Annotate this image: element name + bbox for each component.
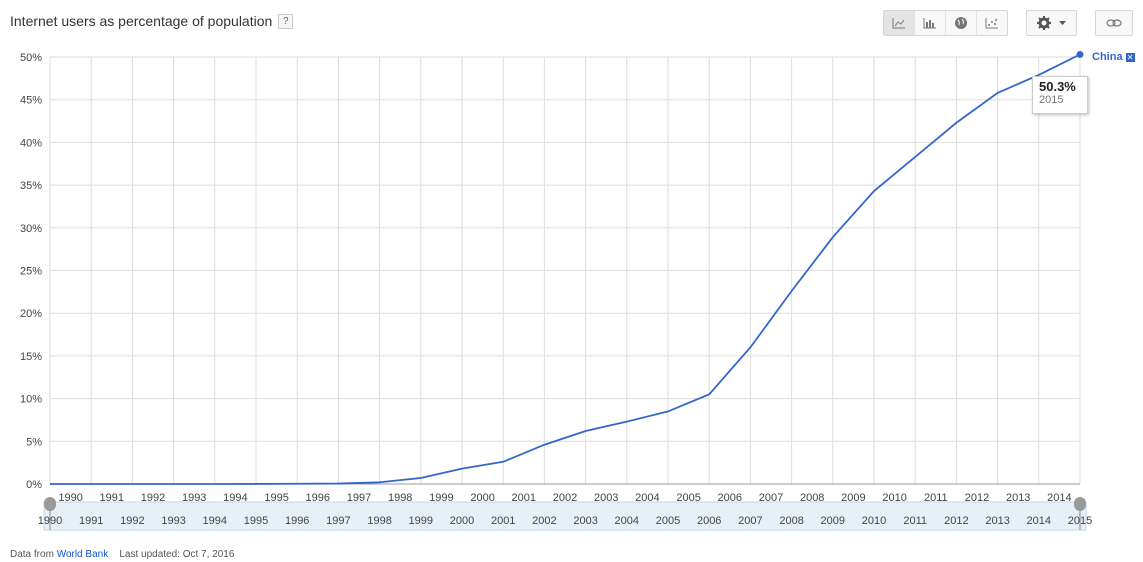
slider-tick-label: 2011: [903, 515, 927, 527]
tooltip-value: 50.3%: [1039, 79, 1076, 94]
slider-tick-label: 2005: [656, 515, 680, 527]
x-tick-label: 1995: [264, 492, 288, 504]
x-tick-label: 1992: [141, 492, 165, 504]
line-chart-button[interactable]: [884, 11, 915, 35]
scatter-chart-button[interactable]: [977, 11, 1007, 35]
y-tick-label: 5%: [26, 436, 42, 448]
slider-tick-label: 1991: [79, 515, 103, 527]
footer-prefix: Data from: [10, 549, 54, 560]
x-tick-label: 1994: [223, 492, 247, 504]
last-updated: Last updated: Oct 7, 2016: [119, 549, 235, 560]
x-tick-label: 2000: [470, 492, 494, 504]
x-tick-label: 1991: [100, 492, 124, 504]
slider-tick-label: 1997: [326, 515, 350, 527]
y-tick-label: 40%: [20, 137, 42, 149]
x-tick-label: 2005: [676, 492, 700, 504]
series-label: China ✕: [1092, 51, 1135, 63]
slider-tick-label: 2000: [450, 515, 474, 527]
slider-tick-label: 2008: [779, 515, 803, 527]
source-link[interactable]: World Bank: [56, 549, 109, 560]
line-chart-icon: [892, 18, 905, 29]
x-tick-label: 2002: [553, 492, 577, 504]
y-tick-label: 25%: [20, 266, 42, 278]
slider-tick-label: 2014: [1027, 515, 1051, 527]
chart-title: Internet users as percentage of populati…: [10, 13, 273, 29]
slider-tick-label: 1993: [161, 515, 185, 527]
series-name: China: [1092, 51, 1123, 63]
x-tick-label: 2003: [594, 492, 618, 504]
bar-chart-icon: [923, 18, 936, 29]
y-tick-label: 30%: [20, 223, 42, 235]
slider-tick-label: 2007: [738, 515, 762, 527]
range-slider-track: [43, 501, 1087, 531]
slider-end-handle[interactable]: [1074, 497, 1086, 511]
x-tick-label: 2013: [1006, 492, 1030, 504]
x-tick-label: 1997: [347, 492, 371, 504]
x-tick-label: 2012: [965, 492, 989, 504]
series-line-china: [50, 53, 1081, 485]
highlight-point: [1076, 50, 1084, 58]
x-tick-label: 2011: [924, 492, 948, 504]
help-icon[interactable]: ?: [278, 13, 294, 29]
gear-icon: [1037, 16, 1051, 30]
slider-tick-label: 1996: [285, 515, 309, 527]
y-tick-label: 0%: [26, 479, 42, 491]
y-tick-label: 50%: [20, 52, 42, 64]
slider-tick-label: 1994: [203, 515, 227, 527]
x-tick-label: 2014: [1047, 492, 1071, 504]
settings-menu-button[interactable]: [1026, 10, 1077, 36]
slider-tick-label: 1999: [409, 515, 433, 527]
tooltip-year: 2015: [1039, 94, 1064, 106]
slider-tick-label: 2009: [821, 515, 845, 527]
slider-tick-label: 2003: [573, 515, 597, 527]
y-tick-label: 10%: [20, 394, 42, 406]
x-tick-label: 2008: [800, 492, 824, 504]
scatter-chart-icon: [985, 18, 998, 29]
x-tick-label: 2006: [718, 492, 742, 504]
y-tick-label: 15%: [20, 351, 42, 363]
value-tooltip: 50.3% 2015: [1032, 76, 1088, 114]
x-tick-label: 2004: [635, 492, 659, 504]
slider-tick-label: 2004: [615, 515, 639, 527]
x-tick-label: 1999: [429, 492, 453, 504]
slider-start-handle[interactable]: [44, 497, 56, 511]
link-button[interactable]: [1095, 10, 1133, 36]
line-chart: 0% 5% 10% 15% 20% 25% 30% 35% 40% 45% 50% 1990 1991 1…: [20, 50, 1092, 531]
y-tick-label: 20%: [20, 308, 42, 320]
x-tick-label: 1993: [182, 492, 206, 504]
map-chart-button[interactable]: [946, 11, 977, 35]
slider-tick-label: 2010: [862, 515, 886, 527]
y-tick-label: 35%: [20, 180, 42, 192]
slider-tick-label: 2001: [491, 515, 515, 527]
x-tick-label: 1990: [58, 492, 82, 504]
globe-map-icon: [955, 17, 967, 29]
chart-toolbar: [883, 10, 1133, 36]
slider-tick-label: 2002: [532, 515, 556, 527]
slider-tick-label: 1992: [120, 515, 144, 527]
chart-type-selector: [883, 10, 1008, 36]
caret-down-icon: [1059, 20, 1066, 25]
x-tick-label: 2009: [841, 492, 865, 504]
slider-tick-label: 1998: [367, 515, 391, 527]
slider-tick-label: 2013: [985, 515, 1009, 527]
bar-chart-button[interactable]: [915, 11, 946, 35]
link-icon: [1106, 19, 1122, 27]
x-tick-label: 2010: [882, 492, 906, 504]
slider-tick-label: 1995: [244, 515, 268, 527]
x-tick-label: 1996: [306, 492, 330, 504]
close-icon[interactable]: ✕: [1125, 52, 1135, 62]
footer: Data from World Bank Last updated: Oct 7…: [10, 549, 234, 560]
x-tick-label: 2007: [759, 492, 783, 504]
x-tick-label: 1998: [388, 492, 412, 504]
slider-tick-label: 2012: [944, 515, 968, 527]
y-tick-label: 45%: [20, 95, 42, 107]
chart-title-row: Internet users as percentage of populati…: [10, 13, 294, 29]
x-tick-label: 2001: [512, 492, 536, 504]
slider-tick-label: 2006: [697, 515, 721, 527]
